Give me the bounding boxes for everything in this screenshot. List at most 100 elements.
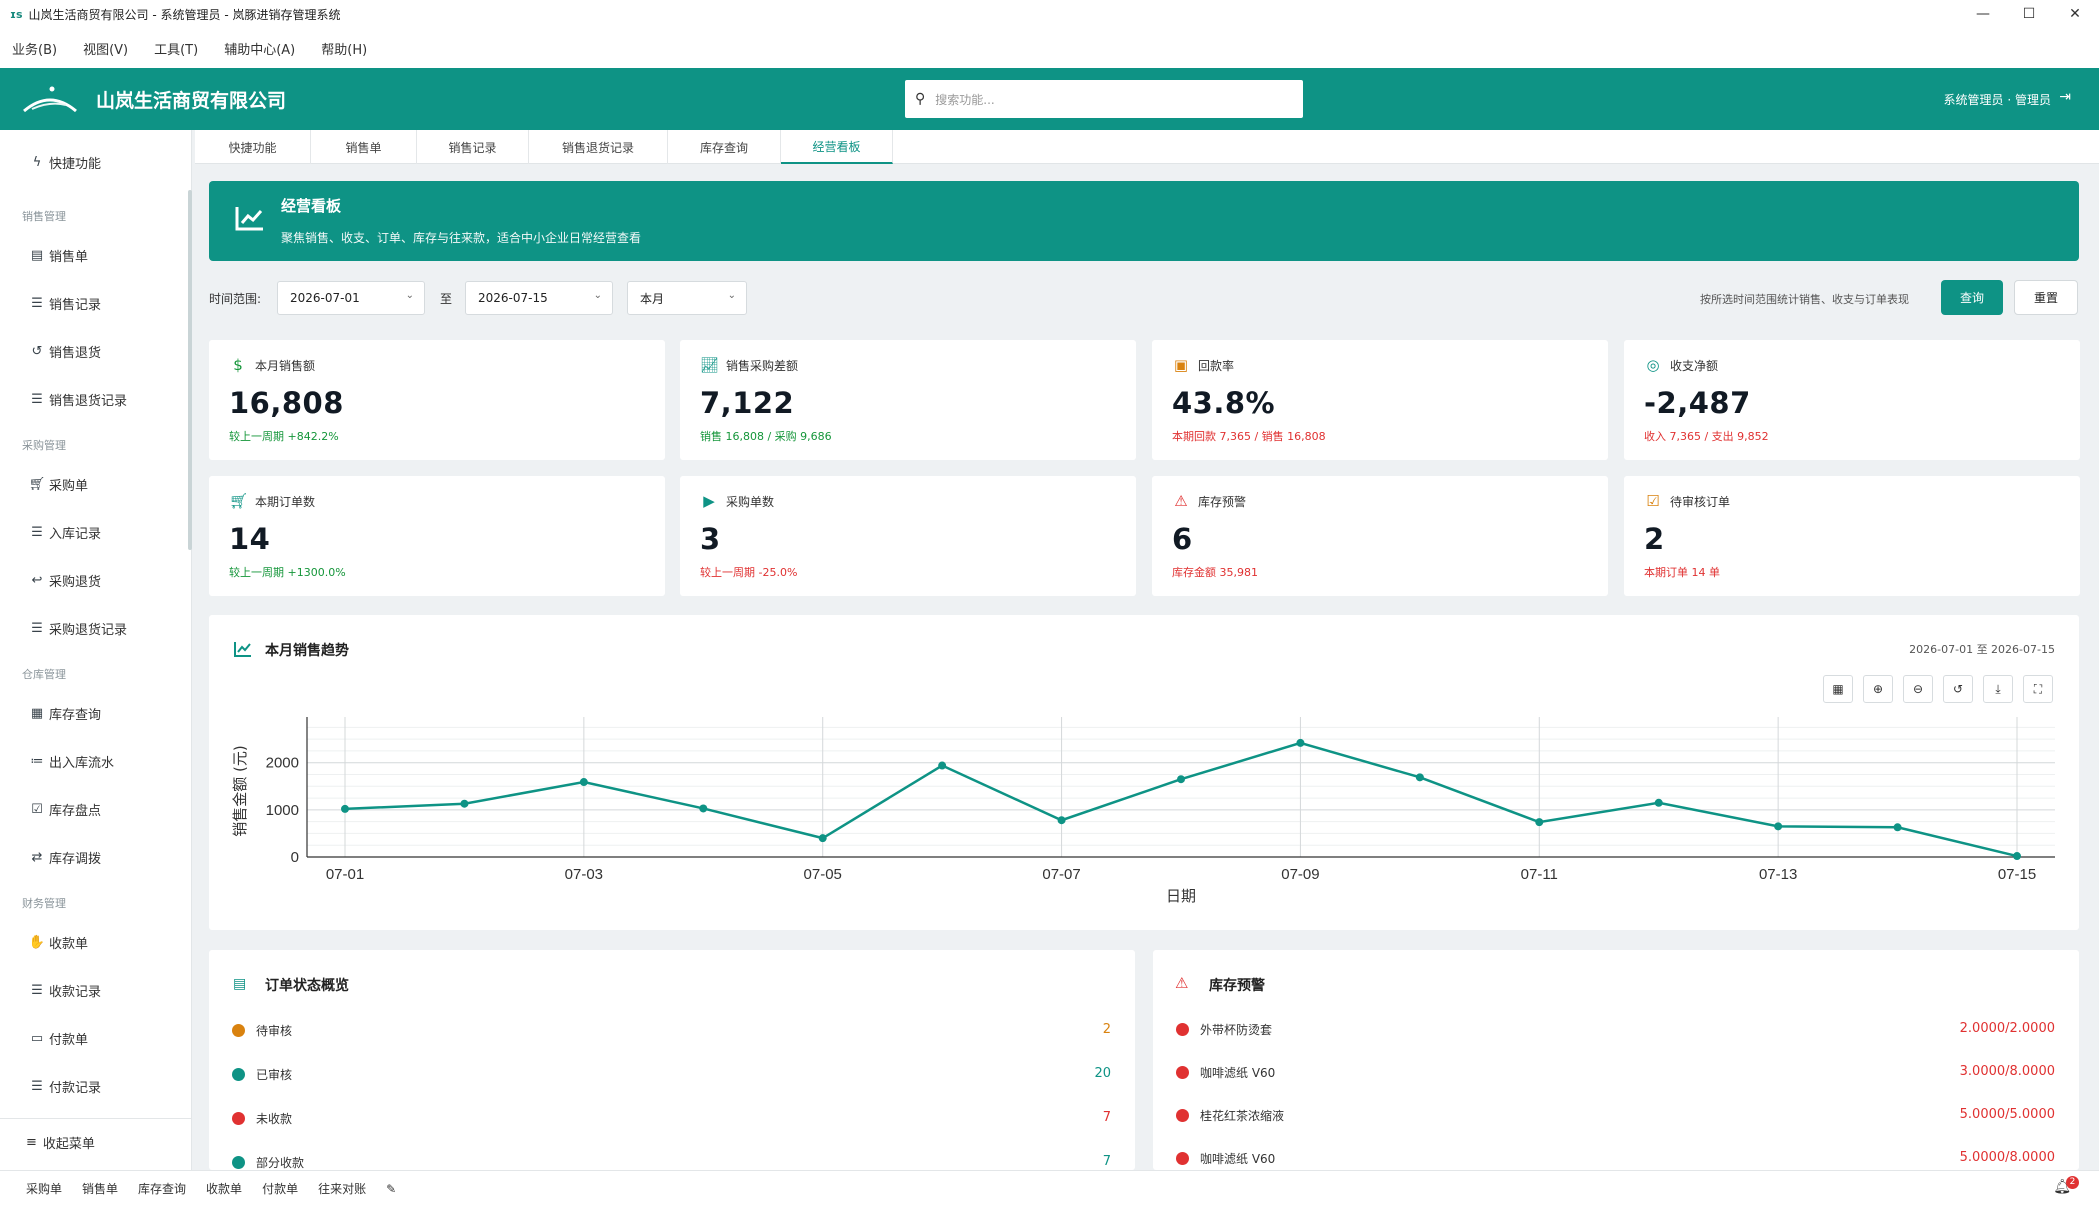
y-tick-label: 2000 bbox=[266, 755, 299, 772]
restore-icon[interactable]: ↺ bbox=[1943, 675, 1973, 703]
bullet-list-icon: ≔ bbox=[30, 753, 44, 769]
status-dot-icon bbox=[232, 1068, 245, 1081]
end-date-picker[interactable]: 2026-07-15 ⌄ bbox=[465, 281, 613, 315]
stock-quantity: 5.0000/8.0000 bbox=[1959, 1150, 2055, 1165]
order-status-card: ▤ 订单状态概览 待审核 2 已审核 20 未收款 7 部分收款 7 bbox=[209, 950, 1135, 1170]
menu-assist[interactable]: 辅助中心(A) bbox=[224, 42, 296, 58]
tab-sales-order[interactable]: 销售单 bbox=[311, 130, 417, 164]
sidebar-item-purchase-order[interactable]: 🛒︎ 采购单 bbox=[28, 472, 88, 496]
sidebar-item-sales-return-records[interactable]: ☰ 销售退货记录 bbox=[28, 387, 127, 411]
menu-business[interactable]: 业务(B) bbox=[12, 42, 58, 58]
banner-subtitle: 聚焦销售、收支、订单、库存与往来款，适合中小企业日常经营查看 bbox=[281, 231, 642, 245]
footer-payment[interactable]: 付款单 bbox=[262, 1182, 299, 1196]
sidebar-item-sales-return[interactable]: ↺ 销售退货 bbox=[28, 339, 101, 363]
kpi-value: 2 bbox=[1644, 522, 1665, 556]
sidebar-item-label: 入库记录 bbox=[49, 526, 102, 542]
fullscreen-icon[interactable]: ⛶ bbox=[2023, 675, 2053, 703]
sidebar-item-receipt[interactable]: ✋ 收款单 bbox=[28, 930, 88, 954]
sidebar-item-payment-records[interactable]: ☰ 付款记录 bbox=[28, 1074, 101, 1098]
kpi-card: ▶ 采购单数 3 较上一周期 -25.0% bbox=[680, 476, 1136, 596]
stock-quantity: 2.0000/2.0000 bbox=[1959, 1021, 2055, 1036]
download-icon[interactable]: ⤓ bbox=[1983, 675, 2013, 703]
sidebar-item-inbound-records[interactable]: ☰ 入库记录 bbox=[28, 520, 101, 544]
search-box[interactable]: ⚲ 搜索功能... bbox=[905, 80, 1303, 118]
warning-icon: ⚠ bbox=[1175, 974, 1189, 992]
sidebar-item-receipt-records[interactable]: ☰ 收款记录 bbox=[28, 978, 101, 1002]
minimize-button[interactable]: — bbox=[1976, 6, 1990, 22]
chart-title: 本月销售趋势 bbox=[265, 643, 349, 659]
order-status-count: 20 bbox=[1094, 1066, 1111, 1081]
data-point bbox=[579, 778, 588, 787]
hand-coin-icon: ✋ bbox=[28, 934, 46, 950]
sidebar-item-label: 采购退货 bbox=[49, 574, 102, 590]
sidebar-item-stock-query[interactable]: ▦ 库存查询 bbox=[28, 701, 101, 725]
sidebar-scrollbar[interactable] bbox=[188, 190, 192, 550]
kpi-footnote: 销售 16,808 / 采购 9,686 bbox=[700, 430, 832, 443]
query-button[interactable]: 查询 bbox=[1941, 280, 2003, 315]
title-bar: ɪs 山岚生活商贸有限公司 - 系统管理员 - 岚豚进销存管理系统 — ☐ ✕ bbox=[0, 0, 2099, 28]
banner-title: 经营看板 bbox=[281, 197, 342, 215]
kpi-header: ◎ 收支净额 bbox=[1644, 356, 1718, 374]
tab-stock-query[interactable]: 库存查询 bbox=[668, 130, 781, 164]
data-view-icon[interactable]: ▦ bbox=[1823, 675, 1853, 703]
start-date-picker[interactable]: 2026-07-01 ⌄ bbox=[277, 281, 425, 315]
footer-reconciliation[interactable]: 往来对账 bbox=[318, 1182, 367, 1196]
truck-icon: ▶ bbox=[703, 492, 715, 510]
start-date-value: 2026-07-01 bbox=[290, 291, 360, 305]
sidebar-item-sales-records[interactable]: ☰ 销售记录 bbox=[28, 291, 101, 315]
list-icon: ☰ bbox=[31, 391, 43, 407]
data-point bbox=[2013, 852, 2021, 861]
sidebar-group-purchase: 采购管理 bbox=[22, 439, 66, 452]
footer-sales-order[interactable]: 销售单 bbox=[82, 1182, 119, 1196]
sidebar-group-finance: 财务管理 bbox=[22, 897, 66, 910]
data-point bbox=[699, 804, 708, 813]
footer-receipt[interactable]: 收款单 bbox=[206, 1182, 243, 1196]
data-point bbox=[341, 804, 349, 813]
close-button[interactable]: ✕ bbox=[2069, 6, 2081, 22]
x-axis-label: 日期 bbox=[1166, 887, 1196, 905]
menu-bar: 业务(B) 视图(V) 工具(T) 辅助中心(A) 帮助(H) bbox=[0, 28, 2099, 68]
menu-help[interactable]: 帮助(H) bbox=[321, 42, 368, 58]
data-point bbox=[1774, 822, 1783, 831]
footer-stock-query[interactable]: 库存查询 bbox=[138, 1182, 187, 1196]
zoom-in-icon[interactable]: ⊕ bbox=[1863, 675, 1893, 703]
collapse-menu-button[interactable]: ≡ 收起菜单 bbox=[0, 1118, 191, 1166]
sidebar-item-quick[interactable]: ϟ 快捷功能 bbox=[28, 150, 101, 174]
sidebar-item-stock-flow[interactable]: ≔ 出入库流水 bbox=[28, 749, 115, 773]
sidebar-item-label: 快捷功能 bbox=[49, 156, 102, 172]
order-status-row: 待审核 2 bbox=[229, 1020, 1115, 1040]
kpi-title: 库存预警 bbox=[1198, 494, 1247, 509]
chevron-down-icon: ⌄ bbox=[593, 290, 602, 301]
x-tick-label: 07-11 bbox=[1521, 866, 1558, 883]
period-select[interactable]: 本月 ⌄ bbox=[627, 281, 747, 315]
logout-icon[interactable]: ⇥ bbox=[2059, 89, 2071, 105]
menu-view[interactable]: 视图(V) bbox=[83, 42, 129, 58]
date-separator: 至 bbox=[440, 292, 453, 306]
sidebar-item-label: 收款单 bbox=[49, 936, 89, 952]
sidebar-item-payment[interactable]: ▭ 付款单 bbox=[28, 1026, 88, 1050]
tab-dashboard[interactable]: 经营看板 bbox=[781, 130, 893, 164]
search-input[interactable]: 搜索功能... bbox=[935, 92, 995, 107]
kpi-title: 待审核订单 bbox=[1670, 494, 1731, 509]
data-point bbox=[938, 761, 947, 770]
footer-purchase-order[interactable]: 采购单 bbox=[26, 1182, 63, 1196]
menu-tools[interactable]: 工具(T) bbox=[154, 42, 199, 58]
edit-icon[interactable]: ✎ bbox=[386, 1181, 397, 1196]
order-status-title: 订单状态概览 bbox=[265, 978, 349, 994]
tab-quick[interactable]: 快捷功能 bbox=[195, 130, 311, 164]
sidebar-item-sales-order[interactable]: ▤ 销售单 bbox=[28, 243, 88, 267]
maximize-button[interactable]: ☐ bbox=[2022, 6, 2036, 22]
sidebar-item-stock-count[interactable]: ☑ 库存盘点 bbox=[28, 797, 101, 821]
stock-item-name: 桂花红茶浓缩液 bbox=[1200, 1109, 1285, 1123]
sidebar-item-label: 库存查询 bbox=[49, 707, 102, 723]
undo-icon: ↺ bbox=[31, 343, 43, 359]
tab-sales-records[interactable]: 销售记录 bbox=[417, 130, 529, 164]
y-tick-label: 0 bbox=[291, 849, 299, 866]
sidebar-item-purchase-return-records[interactable]: ☰ 采购退货记录 bbox=[28, 616, 127, 640]
reset-button[interactable]: 重置 bbox=[2014, 280, 2078, 315]
sidebar-item-purchase-return[interactable]: ↩ 采购退货 bbox=[28, 568, 101, 592]
tab-sales-return-records[interactable]: 销售退货记录 bbox=[529, 130, 668, 164]
stock-warning-card: ⚠ 库存预警 外带杯防烫套 2.0000/2.0000 咖啡滤纸 V60 3.0000… bbox=[1153, 950, 2079, 1170]
zoom-out-icon[interactable]: ⊖ bbox=[1903, 675, 1933, 703]
sidebar-item-stock-transfer[interactable]: ⇄ 库存调拨 bbox=[28, 845, 101, 869]
